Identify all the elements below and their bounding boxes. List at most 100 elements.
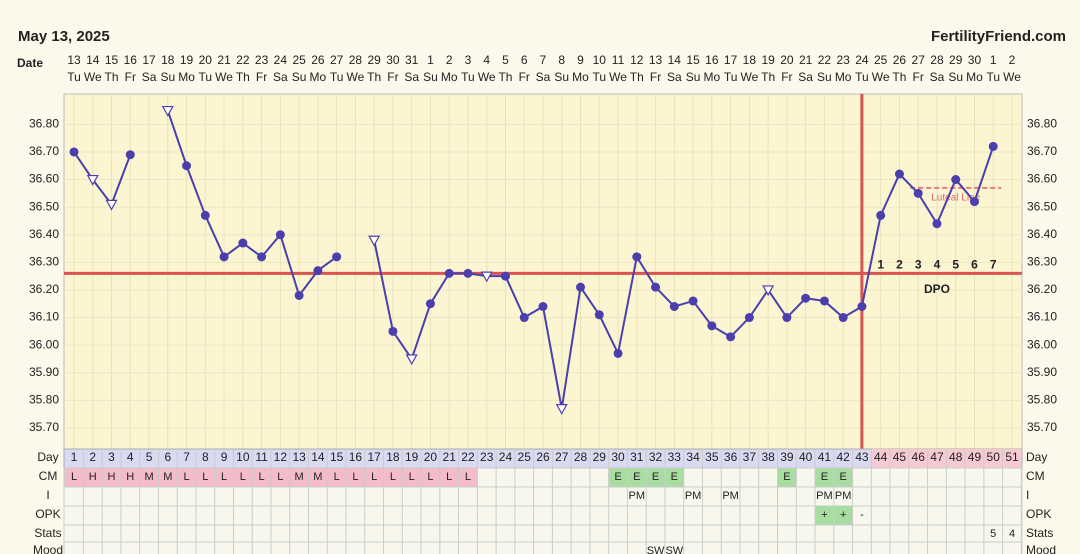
row-entry: PM: [722, 490, 739, 502]
day-number: 21: [443, 450, 457, 464]
opk-cell: [815, 506, 834, 525]
y-tick-label: 36.40: [29, 227, 59, 241]
day-number: 39: [780, 450, 794, 464]
temp-point: [782, 313, 792, 323]
temp-point: [161, 105, 174, 117]
day-number: 19: [405, 450, 419, 464]
row-label: I: [46, 488, 49, 502]
y-tick-label-right: 36.00: [1027, 337, 1057, 351]
day-number: 7: [183, 450, 190, 464]
day-number: 2: [89, 450, 96, 464]
row-entry: PM: [816, 490, 833, 502]
temp-point: [744, 313, 754, 323]
row-label: Day: [1026, 450, 1047, 464]
row-bg: [63, 524, 1023, 545]
date-label: 17: [724, 53, 738, 67]
day-cell: [908, 449, 928, 468]
date-label: 9: [577, 53, 584, 67]
row-entry: L: [71, 471, 77, 483]
date-label: 12: [630, 53, 644, 67]
y-tick-label-right: 36.70: [1027, 144, 1057, 158]
temp-line: [166, 110, 338, 298]
date-label: 23: [255, 53, 269, 67]
temp-point: [405, 354, 418, 366]
row-label: CM: [1026, 469, 1045, 483]
weekday-label: Sa: [142, 70, 157, 84]
temp-point: [932, 219, 942, 229]
weekday-label: Fr: [387, 70, 398, 84]
day-number: 32: [649, 450, 663, 464]
date-label: 8: [558, 53, 565, 67]
day-number: 25: [518, 450, 532, 464]
day-number: 27: [555, 450, 569, 464]
row-entry: +: [821, 509, 827, 521]
day-number: 45: [893, 450, 907, 464]
temp-point: [613, 348, 623, 358]
row-label: OPK: [1026, 507, 1051, 521]
y-tick-label-right: 36.50: [1027, 199, 1057, 213]
temp-point: [951, 175, 961, 185]
date-label: 2: [446, 53, 453, 67]
row-entry: L: [183, 471, 189, 483]
day-number: 5: [146, 450, 153, 464]
weekday-label: Sa: [536, 70, 551, 84]
day-number: 50: [987, 450, 1001, 464]
day-number: 3: [108, 450, 115, 464]
day-number: 51: [1005, 450, 1019, 464]
row-entry: L: [465, 471, 471, 483]
temp-point: [238, 238, 248, 248]
weekday-label: Tu: [67, 70, 81, 84]
dpo-number: 7: [990, 257, 997, 271]
day-number: 9: [221, 450, 228, 464]
row-entry: M: [144, 471, 153, 483]
temp-point: [555, 404, 568, 415]
day-number: 36: [724, 450, 738, 464]
y-tick-label: 36.00: [29, 337, 59, 351]
day-number: 29: [593, 450, 607, 464]
y-tick-label-right: 35.80: [1027, 392, 1057, 406]
y-tick-label: 35.70: [29, 420, 59, 434]
date-label: 31: [405, 53, 419, 67]
day-number: 17: [367, 450, 381, 464]
temp-point: [801, 293, 811, 303]
site-name: FertilityFriend.com: [931, 28, 1066, 45]
day-number: 11: [255, 450, 268, 464]
day-number: 23: [480, 450, 494, 464]
date-label: 24: [274, 53, 288, 67]
temp-point: [444, 268, 454, 278]
date-label: 20: [199, 53, 213, 67]
weekday-label: Th: [367, 70, 381, 84]
temp-point: [257, 252, 267, 262]
temp-point: [594, 310, 604, 320]
row-entry: SW: [665, 545, 683, 554]
opk-cell: [833, 506, 853, 525]
date-label: 1: [990, 53, 997, 67]
day-number: 42: [836, 450, 850, 464]
date-label: 4: [483, 53, 490, 67]
y-tick-label-right: 36.20: [1027, 282, 1057, 296]
dpo-number: 3: [915, 257, 922, 271]
date-label: 21: [217, 53, 231, 67]
row-entry: L: [277, 471, 283, 483]
temp-point: [819, 296, 829, 306]
temp-point: [182, 161, 192, 171]
date-label: 25: [292, 53, 306, 67]
temp-point: [86, 174, 99, 186]
date-label: 20: [780, 53, 794, 67]
weekday-label: We: [215, 70, 233, 84]
row-entry: M: [295, 471, 304, 483]
date-label: 27: [912, 53, 926, 67]
weekday-label: Su: [423, 70, 438, 84]
temp-point: [894, 169, 904, 179]
chart-date: May 13, 2025: [18, 28, 110, 45]
row-entry: L: [352, 471, 358, 483]
date-label: 15: [105, 53, 119, 67]
day-number: 43: [855, 450, 869, 464]
weekday-label: We: [347, 70, 365, 84]
day-number: 40: [799, 450, 813, 464]
dpo-label: DPO: [924, 282, 950, 296]
row-label: Stats: [1026, 526, 1053, 540]
row-entry: H: [108, 471, 116, 483]
weekday-label: Th: [761, 70, 775, 84]
